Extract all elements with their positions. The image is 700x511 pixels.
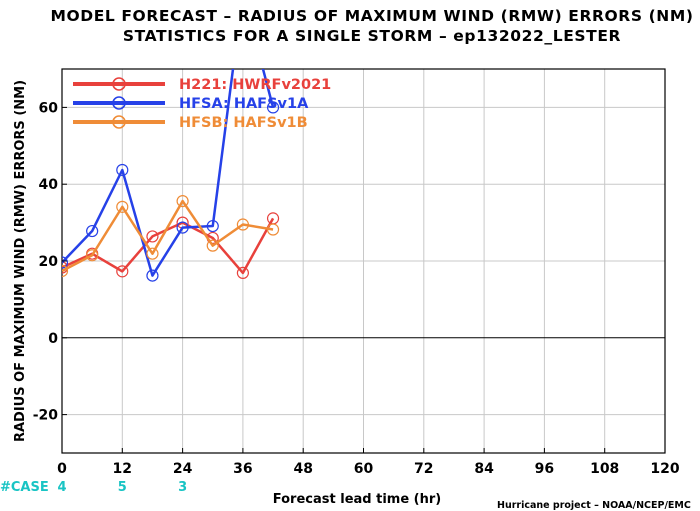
data-point (146, 247, 159, 260)
y-tick-label: 0 (48, 331, 58, 347)
x-tick-label: 12 (113, 461, 132, 477)
y-tick-label: 40 (39, 177, 59, 193)
data-point (206, 239, 219, 252)
series-line (62, 199, 274, 273)
y-tick-labels: -20 0 20 40 60 (33, 100, 67, 424)
case-label: #CASE (0, 480, 49, 495)
series-line (62, 69, 275, 277)
data-point (236, 266, 249, 280)
x-tick-label: 84 (474, 461, 494, 477)
x-tick-label: 36 (233, 461, 252, 477)
x-tick-label: 24 (173, 461, 193, 477)
legend-marker (112, 96, 126, 110)
data-point (146, 230, 159, 243)
x-tick-label: 60 (354, 461, 374, 477)
data-point (206, 219, 219, 233)
legend-marker (112, 77, 126, 91)
data-point (86, 224, 99, 238)
legend-marker (112, 115, 126, 129)
x-tick-label: 48 (293, 461, 312, 477)
y-tick-label: -20 (33, 408, 59, 424)
grid-lines (62, 69, 665, 453)
y-axis-label: RADIUS OF MAXIMUM WIND (RMW) ERRORS (NM) (13, 80, 28, 442)
data-point (266, 101, 280, 114)
x-tick-label: 72 (414, 461, 433, 477)
x-tick-label: 96 (535, 461, 554, 477)
data-point (266, 223, 280, 236)
series-layer (62, 69, 280, 282)
credit-text: Hurricane project – NOAA/NCEP/EMC (497, 500, 691, 511)
data-point (236, 218, 249, 231)
case-count: 3 (178, 480, 187, 495)
legend-label: HFSA: HAFSv1A (179, 96, 309, 112)
data-point (116, 163, 129, 177)
chart-title-line1: MODEL FORECAST – RADIUS OF MAXIMUM WIND … (50, 7, 693, 25)
data-point (62, 264, 69, 278)
case-counts: 4 5 3 (57, 480, 187, 495)
data-point (62, 256, 69, 269)
legend-label: HFSB: HAFSv1B (179, 115, 308, 131)
x-tick-labels: 0 12 24 36 48 60 72 84 96 108 120 (57, 448, 680, 477)
data-point (176, 194, 189, 208)
chart-title-line2: STATISTICS FOR A SINGLE STORM – ep132022… (123, 27, 621, 45)
x-tick-label: 0 (57, 461, 67, 477)
case-count: 5 (118, 480, 127, 495)
data-point (86, 249, 99, 262)
x-axis-label: Forecast lead time (hr) (273, 492, 441, 507)
case-count: 4 (57, 480, 66, 495)
legend: H221: HWRFv2021 HFSA: HAFSv1A HFSB: HAFSv1… (73, 77, 331, 131)
data-point (146, 269, 159, 282)
x-tick-label: 108 (590, 461, 619, 477)
legend-label: H221: HWRFv2021 (179, 77, 331, 93)
data-point (116, 200, 129, 213)
data-point (176, 221, 189, 234)
y-tick-label: 20 (39, 254, 59, 270)
x-tick-label: 120 (650, 461, 679, 477)
y-tick-label: 60 (39, 100, 59, 116)
data-point (116, 265, 129, 278)
